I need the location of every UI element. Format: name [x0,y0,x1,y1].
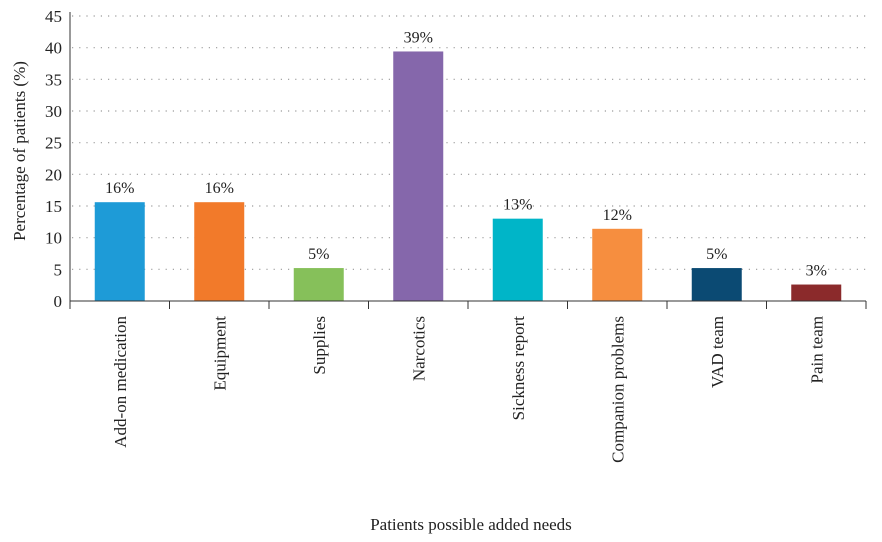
y-axis-title: Percentage of patients (%) [10,61,29,241]
data-label: 3% [806,263,827,280]
x-category-label: Add-on medication [111,316,130,448]
bar [492,218,543,301]
bar [791,284,842,301]
gridlines [72,15,866,270]
y-tick-label: 35 [45,70,62,89]
x-category-label: VAD team [708,316,727,388]
bar [393,51,444,301]
y-tick-label: 0 [54,292,63,311]
data-label: 5% [706,246,727,263]
x-category-label: Supplies [310,316,329,375]
data-label: 39% [404,29,433,46]
x-category-label: Equipment [210,316,229,391]
bar [293,268,344,301]
x-category-label: Pain team [807,316,826,384]
x-category-label: Sickness report [509,316,528,421]
bar [194,202,245,301]
data-label: 13% [503,197,532,214]
labels: 16% Add-on medication 16% Equipment 5% Suppli… [105,29,827,462]
y-tick-label: 30 [45,102,62,121]
y-tick-label: 20 [45,165,62,184]
bar [592,228,643,301]
y-tick-label: 45 [45,7,62,26]
x-category-label: Companion problems [608,316,627,463]
x-axis-title: Patients possible added needs [370,515,572,534]
data-label: 5% [308,246,329,263]
y-tick-label: 40 [45,39,62,58]
bars [94,51,842,301]
bar [94,202,145,301]
y-tick-label: 25 [45,134,62,153]
data-label: 16% [205,180,234,197]
bar [691,268,742,301]
data-label: 12% [603,207,632,224]
x-category-label: Narcotics [409,316,428,381]
y-tick-label: 5 [54,260,63,279]
data-label: 16% [105,180,134,197]
y-tick-label: 15 [45,197,62,216]
axes: 0 5 10 15 20 25 30 35 40 45 [45,7,867,311]
y-tick-label: 10 [45,229,62,248]
